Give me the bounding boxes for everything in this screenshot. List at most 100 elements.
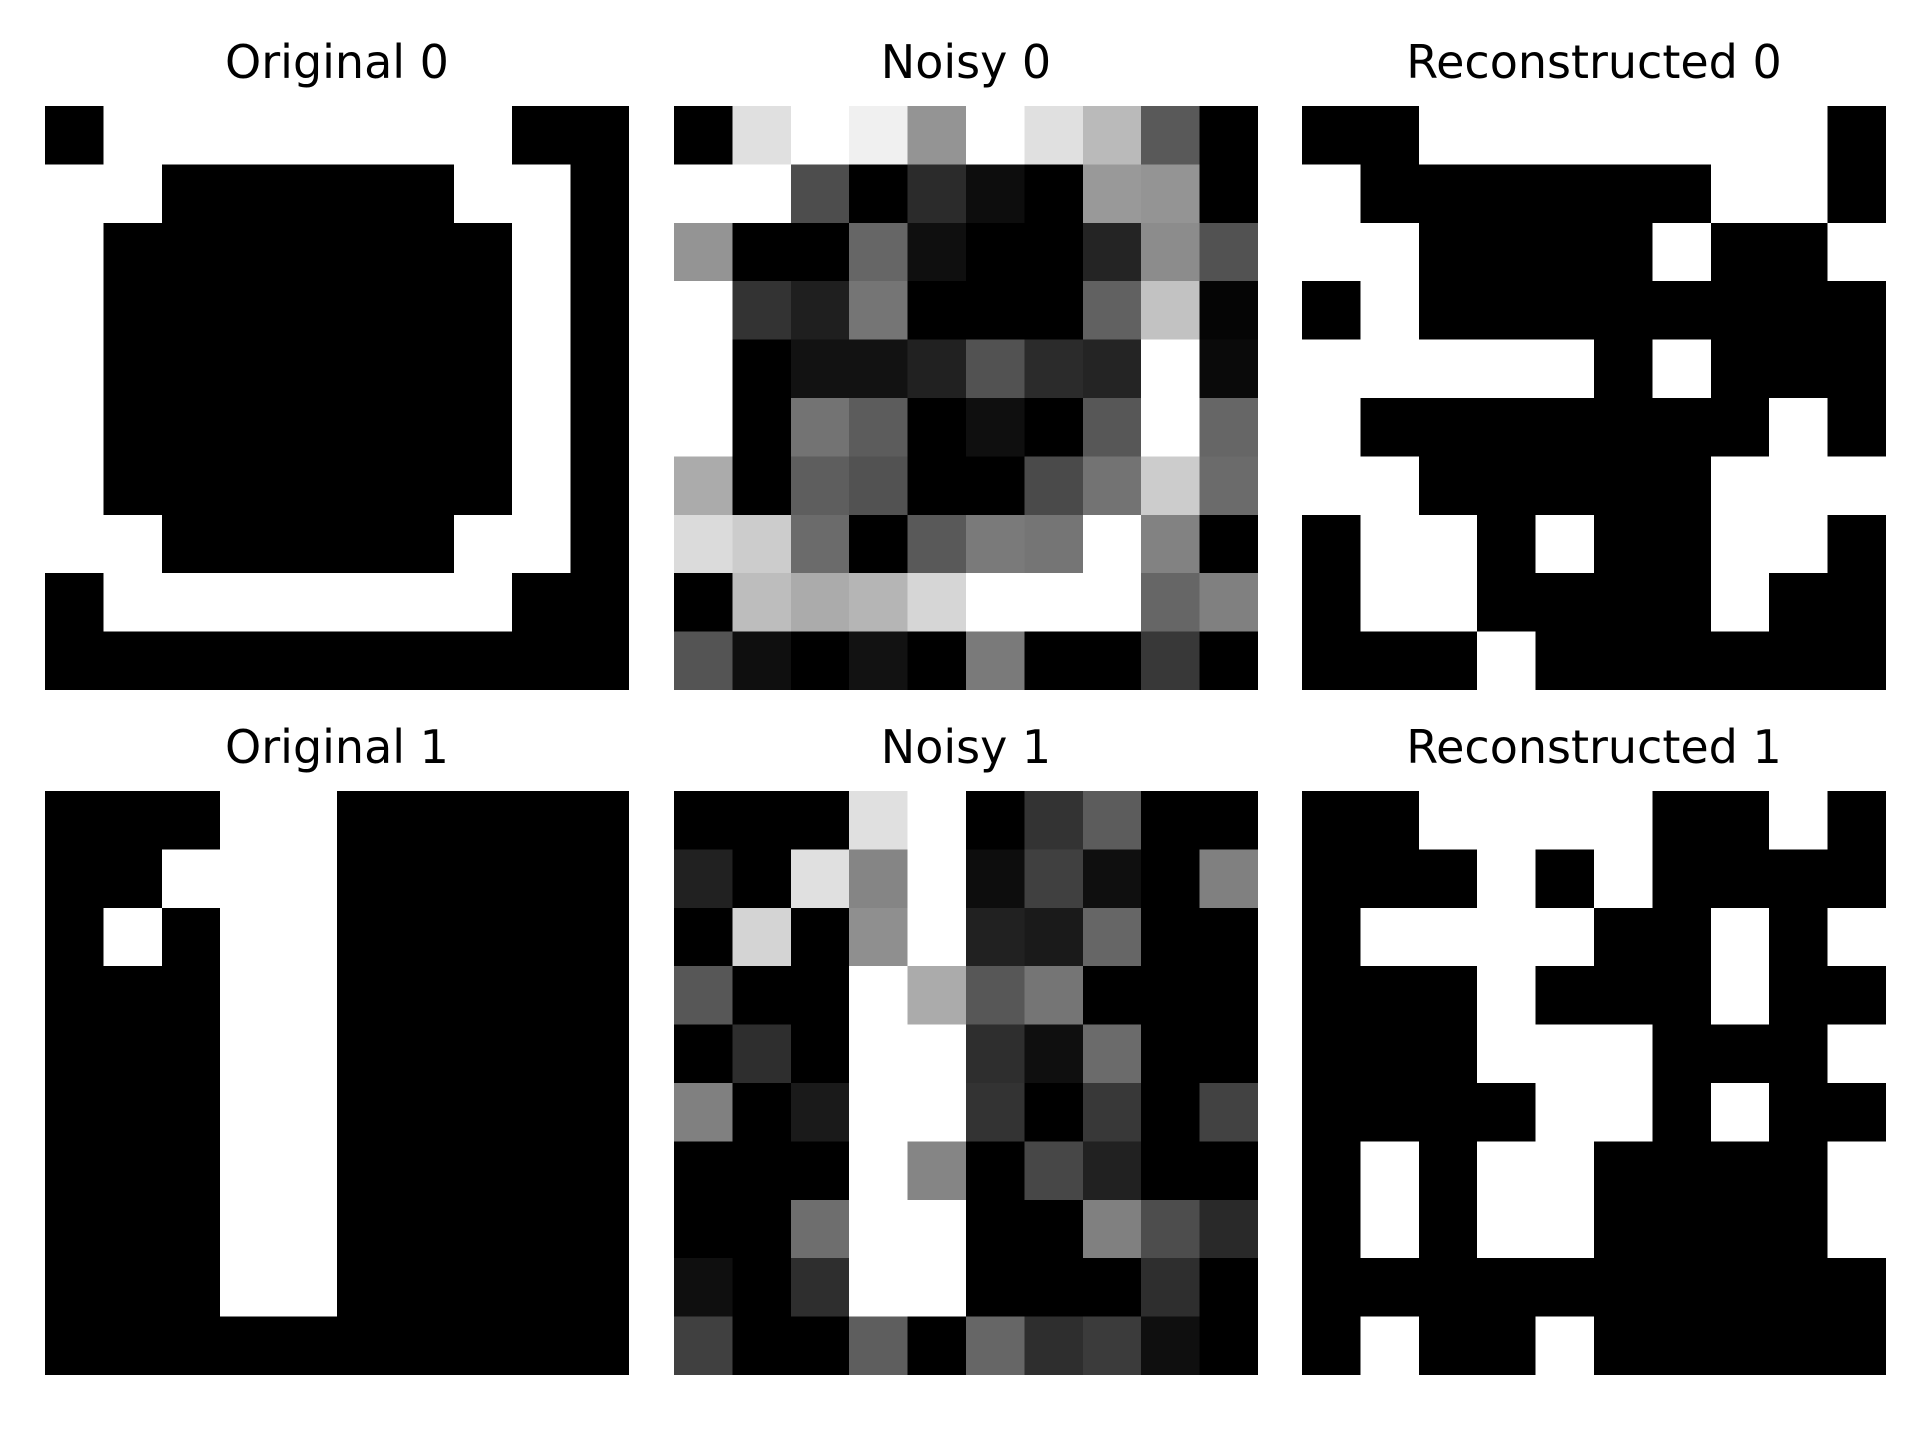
heatmap-cell [162,1258,221,1317]
heatmap-cell [791,1258,850,1317]
heatmap-cell [1024,164,1083,223]
heatmap-cell [395,1258,454,1317]
heatmap-cell [103,340,162,399]
heatmap-cell [1652,849,1711,908]
heatmap-cell [1024,281,1083,340]
heatmap-cell [279,908,338,967]
heatmap-cell [395,164,454,223]
heatmap-cell [1302,106,1361,165]
heatmap-cell [849,281,908,340]
heatmap-cell [1024,849,1083,908]
heatmap-cell [1200,281,1258,340]
heatmap-cell [1711,791,1770,850]
heatmap-cell [1141,398,1200,457]
heatmap-cell [1536,1141,1595,1200]
heatmap-cell [220,849,279,908]
heatmap-cell [279,849,338,908]
heatmap-cell [849,223,908,282]
heatmap-cell [732,1200,791,1259]
heatmap-cell [791,1141,850,1200]
heatmap-cell [1360,164,1419,223]
heatmap-cell [1419,515,1478,574]
heatmap-cell [1419,573,1478,632]
heatmap-cell [512,281,571,340]
heatmap-cell [1302,632,1361,690]
heatmap-cell [1652,1083,1711,1142]
heatmap-cell [1083,164,1142,223]
heatmap-cell [512,515,571,574]
heatmap-cell [1594,632,1653,690]
heatmap-cell [1769,632,1828,690]
heatmap-cell [1141,106,1200,165]
heatmap-cell [395,223,454,282]
heatmap-cell [1141,164,1200,223]
heatmap-cell [162,398,221,457]
heatmap-cell [1302,791,1361,850]
heatmap-cell [791,908,850,967]
heatmap-cell [512,1083,571,1142]
heatmap-cell [1594,398,1653,457]
heatmap-cell [1024,1258,1083,1317]
heatmap-cell [337,515,396,574]
heatmap-cell [1200,1200,1258,1259]
heatmap-cell [220,632,279,690]
heatmap-cell [45,1200,104,1259]
heatmap-cell [220,573,279,632]
heatmap-cell [674,791,733,850]
heatmap-cell [1711,1083,1770,1142]
heatmap-cell [571,1025,629,1084]
heatmap-cell [454,908,513,967]
heatmap-cell [732,849,791,908]
heatmap-cell [1141,573,1200,632]
heatmap-cell [454,791,513,850]
heatmap-cell [162,456,221,515]
heatmap-cell [279,791,338,850]
heatmap-cell [45,1083,104,1142]
heatmap-cell [1302,849,1361,908]
heatmap-cell [395,573,454,632]
heatmap-cell [1711,1258,1770,1317]
heatmap-cell [1141,966,1200,1025]
heatmap-cell [1419,456,1478,515]
heatmap-cell [162,515,221,574]
heatmap-cell [1083,456,1142,515]
heatmap-cell [1024,1200,1083,1259]
heatmap-cell [512,573,571,632]
heatmap-cell [220,515,279,574]
heatmap-cell [337,164,396,223]
heatmap-cell [791,1317,850,1375]
heatmap-cell [454,632,513,690]
heatmap-cell [1419,164,1478,223]
heatmap-cell [1652,456,1711,515]
heatmap-cell [103,1083,162,1142]
heatmap-cell [454,1258,513,1317]
heatmap-cell [162,1083,221,1142]
heatmap-cell [1652,1317,1711,1375]
heatmap-cell [1083,340,1142,399]
heatmap-cell [1141,281,1200,340]
heatmap-cell [162,1141,221,1200]
heatmap-cell [1769,791,1828,850]
heatmap-cell [1141,632,1200,690]
heatmap-cell [1828,791,1886,850]
heatmap-cell [1652,223,1711,282]
heatmap-cell [908,281,967,340]
heatmap-cell [849,398,908,457]
heatmap-cell [1828,398,1886,457]
heatmap-cell [791,106,850,165]
heatmap-cell [337,456,396,515]
heatmap-cell [1360,632,1419,690]
heatmap-cell [791,456,850,515]
heatmap-cell [512,223,571,282]
heatmap-cell [1200,791,1258,850]
heatmap-cell [337,849,396,908]
heatmap-cell [454,340,513,399]
heatmap-cell [1477,1083,1536,1142]
heatmap-cell [1302,340,1361,399]
heatmap-cell [1024,791,1083,850]
panel-title: Reconstructed 1 [1302,719,1886,775]
heatmap-cell [512,849,571,908]
heatmap-cell [1828,1083,1886,1142]
heatmap-cell [1652,966,1711,1025]
heatmap-cell [1024,1141,1083,1200]
